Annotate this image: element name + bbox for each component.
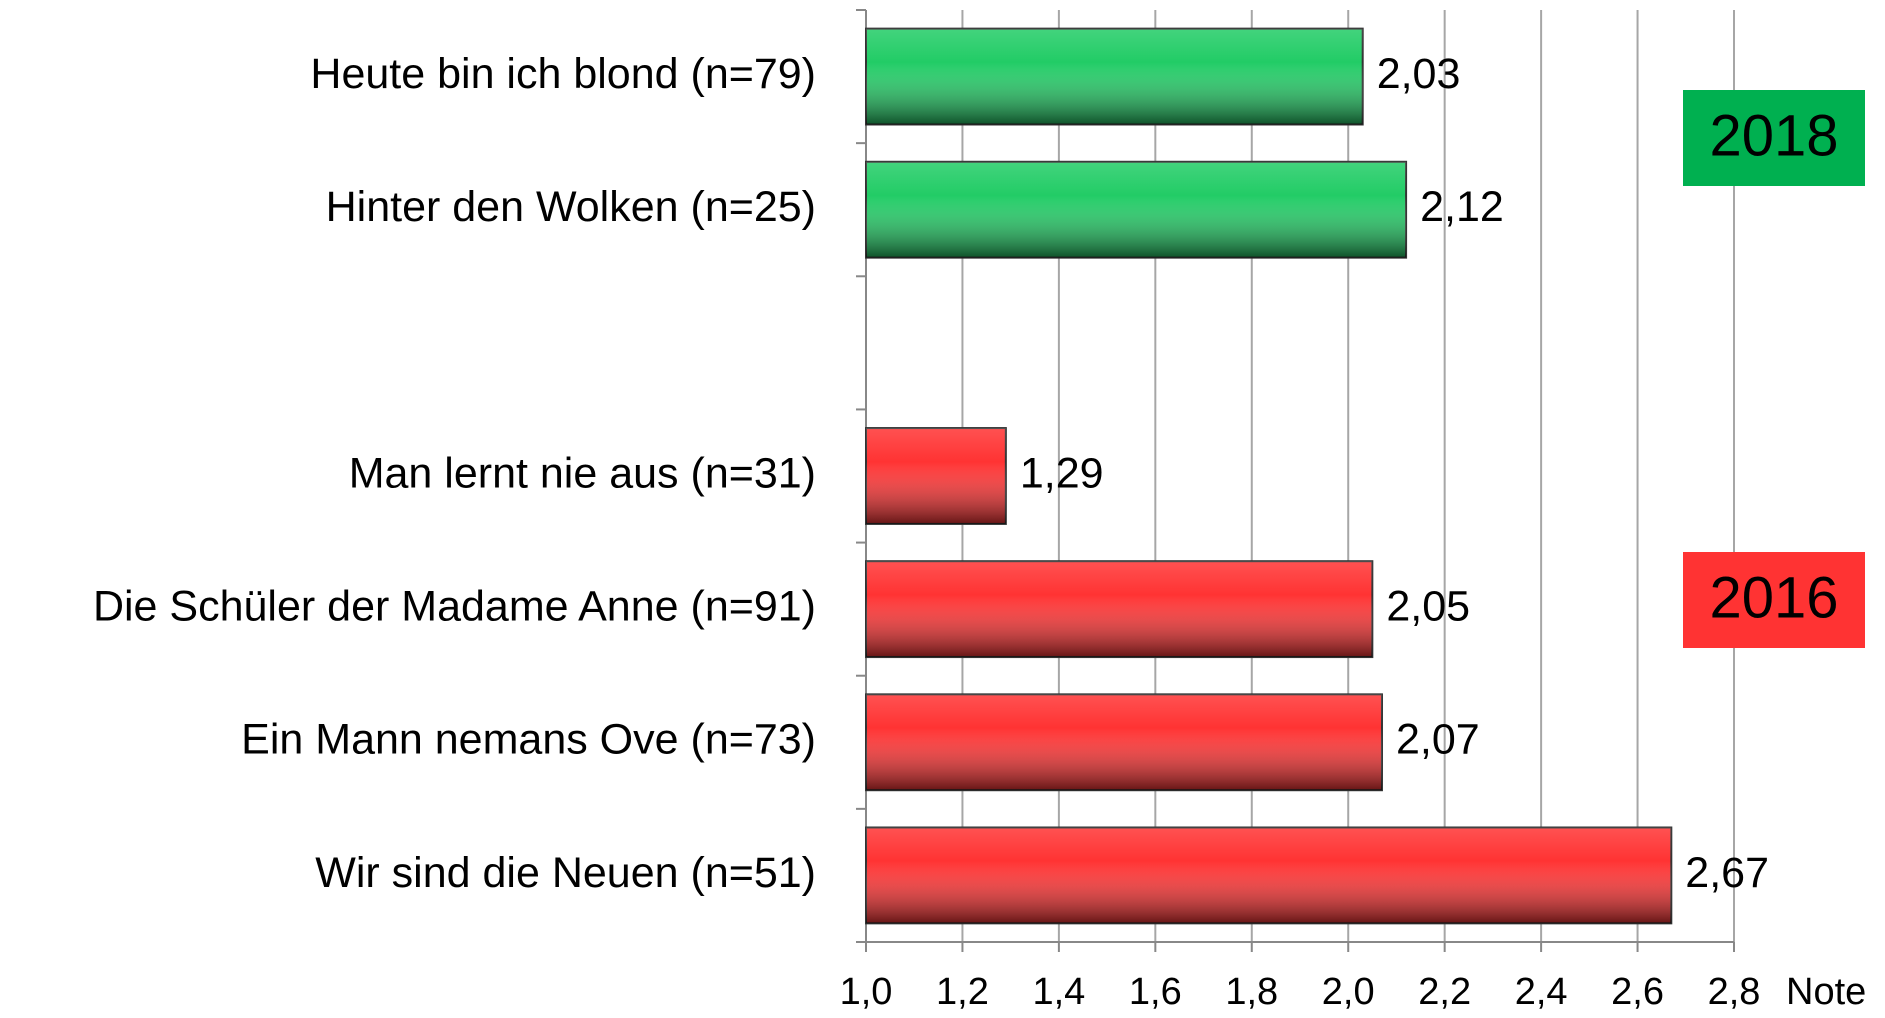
annotation-box [1683, 90, 1865, 186]
x-tick-label: 1,6 [1129, 971, 1182, 1013]
value-label: 2,12 [1420, 183, 1504, 231]
x-tick-label: 2,4 [1515, 971, 1568, 1013]
x-tick-label: 1,0 [840, 971, 893, 1013]
x-tick-label: 2,6 [1611, 971, 1664, 1013]
bar-shade [866, 161, 1407, 258]
category-label: Die Schüler der Madame Anne (n=91) [93, 583, 816, 631]
category-label: Man lernt nie aus (n=31) [349, 449, 816, 497]
x-tick-label: 1,4 [1032, 971, 1085, 1013]
category-label: Wir sind die Neuen (n=51) [315, 849, 816, 897]
x-axis-label: Note [1786, 971, 1866, 1013]
annotation-text: 2016 [1709, 565, 1838, 630]
x-tick-label: 2,2 [1418, 971, 1471, 1013]
bar-shade [866, 28, 1363, 125]
bar-shade [866, 827, 1672, 924]
value-label: 2,03 [1377, 50, 1461, 98]
value-label: 2,07 [1396, 716, 1480, 764]
value-label: 2,05 [1386, 583, 1470, 631]
x-tick-label: 2,0 [1322, 971, 1375, 1013]
value-label: 1,29 [1020, 449, 1104, 497]
bar-shade [866, 428, 1006, 524]
x-tick-label: 2,8 [1708, 971, 1761, 1013]
value-label: 2,67 [1685, 849, 1769, 897]
x-tick-label: 1,2 [936, 971, 989, 1013]
x-tick-label: 1,8 [1225, 971, 1278, 1013]
bar-shade [866, 561, 1373, 658]
annotation-box [1683, 552, 1865, 648]
category-label: Hinter den Wolken (n=25) [326, 183, 816, 231]
category-label: Heute bin ich blond (n=79) [310, 50, 816, 98]
category-label: Ein Mann nemans Ove (n=73) [241, 716, 816, 764]
bar-shade [866, 694, 1382, 791]
annotation-text: 2018 [1709, 103, 1838, 168]
